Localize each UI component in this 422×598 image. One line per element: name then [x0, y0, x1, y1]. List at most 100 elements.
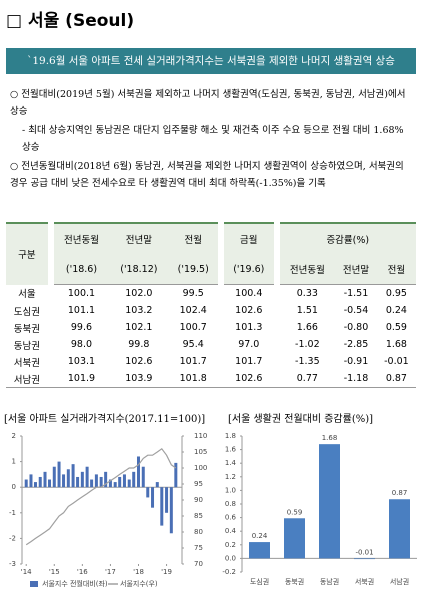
y-tick-label: -3 [9, 560, 16, 568]
table-cell [47, 336, 54, 353]
y2-tick-label: 105 [194, 448, 207, 456]
table-cell: 1.51 [296, 305, 318, 316]
table-cell: 99.6 [70, 322, 93, 333]
bar [113, 482, 117, 488]
bar [90, 479, 94, 488]
y-tick-label: 0.2 [225, 541, 236, 549]
table-cell: 0.95 [385, 288, 407, 299]
table-cell [47, 254, 54, 285]
legend-swatch [30, 581, 38, 587]
table-cell: 103.2 [125, 305, 153, 316]
data-label: 1.68 [322, 434, 338, 442]
table-cell: 99.5 [182, 288, 204, 299]
table-cell [218, 336, 224, 353]
table-cell: 95.4 [182, 339, 204, 350]
x-tick-label: 동남권 [320, 577, 339, 586]
bar [43, 471, 47, 488]
table-cell: 동북권 [13, 323, 40, 335]
table-cell [47, 302, 54, 319]
x-tick-label: '16 [77, 568, 88, 576]
bar [141, 466, 145, 488]
legend-label: 서울지수(우) [120, 579, 158, 588]
bullet: ○ 전년동월대비(2018년 6월) 동남권, 서북권을 제외한 나머지 생활권… [10, 161, 404, 189]
table-cell: ('19.5) [168, 254, 218, 285]
bar [249, 542, 270, 559]
y-tick-label: 1.4 [225, 459, 237, 467]
table-cell: 101.9 [53, 370, 110, 388]
y-tick-label: 0.4 [225, 527, 237, 535]
x-tick-label: '15 [49, 568, 60, 576]
bar [389, 499, 410, 559]
table-cell [218, 254, 224, 285]
y-tick-label: 1.2 [225, 473, 236, 481]
table-cell: 102.6 [235, 305, 263, 316]
table-cell [218, 370, 224, 388]
bar [132, 471, 136, 488]
bar [146, 487, 150, 498]
table-cell: 금월 [224, 222, 274, 254]
bullet: - 최대 상승지역인 동남권은 대단지 입주물량 해소 및 재건축 이주 수요 … [22, 125, 404, 153]
table-cell [273, 254, 280, 285]
table-cell: 전년말 [109, 222, 169, 254]
table-cell: 103.9 [109, 370, 169, 388]
table-cell: 100.1 [67, 288, 96, 299]
table-cell: 99.8 [128, 339, 150, 350]
table-cell: -0.01 [384, 356, 409, 367]
table-cell: 0.24 [385, 305, 407, 316]
y-tick-label: -1 [9, 509, 16, 517]
bar [151, 487, 155, 508]
table-cell [273, 302, 280, 319]
table-cell [218, 302, 224, 319]
table-cell: -1.51 [343, 288, 369, 299]
y-tick-label: 0.0 [225, 554, 236, 562]
table-cell [218, 353, 224, 370]
y-tick-label: 1.6 [225, 446, 237, 454]
table-cell [218, 223, 224, 254]
data-table: 구분 전년동월 전년말 전월 금월 증감률(%) ('18.6) ('18.12) ('19.5… [6, 222, 416, 388]
y2-tick-label: 80 [194, 528, 203, 536]
y2-tick-label: 110 [194, 432, 207, 440]
table-cell: 동남권 [13, 340, 40, 352]
table-cell [47, 319, 54, 336]
summary-banner: `19.6월 서울 아파트 전세 실거래가격지수는 서북권을 제외한 나머지 생… [6, 48, 416, 74]
table-cell: -0.80 [343, 322, 369, 333]
x-tick-label: '19 [161, 568, 172, 576]
bar [165, 487, 169, 513]
y-tick-label: -0.2 [222, 568, 236, 576]
table-cell: -0.54 [343, 305, 369, 316]
bar [169, 487, 173, 534]
table-cell: ('18.6) [53, 254, 110, 285]
table-cell: 102.1 [125, 322, 153, 333]
table-cell [273, 336, 280, 353]
chart-title: [서울 생활권 전월대비 증감률(%)] [228, 414, 374, 425]
line [25, 447, 177, 546]
bar [354, 558, 375, 560]
bar [122, 474, 126, 488]
table-cell: 전년동월 [53, 222, 110, 254]
table-cell: 전년말 [335, 254, 377, 285]
table-cell: 서남권 [6, 370, 48, 388]
data-label: 0.87 [392, 489, 408, 497]
table-cell: 서울 [18, 289, 36, 301]
table-cell: -2.85 [343, 339, 369, 350]
bar [71, 464, 75, 488]
table-cell: 103.1 [67, 356, 96, 367]
table-cell [47, 370, 54, 388]
table-cell: 0.77 [279, 370, 336, 388]
x-tick-label: '17 [105, 568, 116, 576]
bar [136, 456, 140, 488]
y-tick-label: 1.0 [225, 486, 236, 494]
change-chart: -0.2 0.0 0.2 0.4 0.6 0.8 1.0 1.2 1.4 1.6 1.8 0.24 도심… [222, 432, 417, 586]
bar [57, 461, 61, 488]
table-cell: 102.6 [224, 370, 274, 388]
table-cell: -0.91 [343, 356, 369, 367]
table-cell: 0.59 [385, 322, 407, 333]
x-tick-label: 도심권 [250, 577, 269, 586]
table-cell: 전월 [376, 254, 416, 285]
y2-tick-label: 95 [194, 480, 203, 488]
table-cell [273, 353, 280, 370]
table-cell [47, 284, 54, 302]
section-title: □ 서울 (Seoul) [6, 11, 135, 31]
table-cell [273, 284, 280, 302]
